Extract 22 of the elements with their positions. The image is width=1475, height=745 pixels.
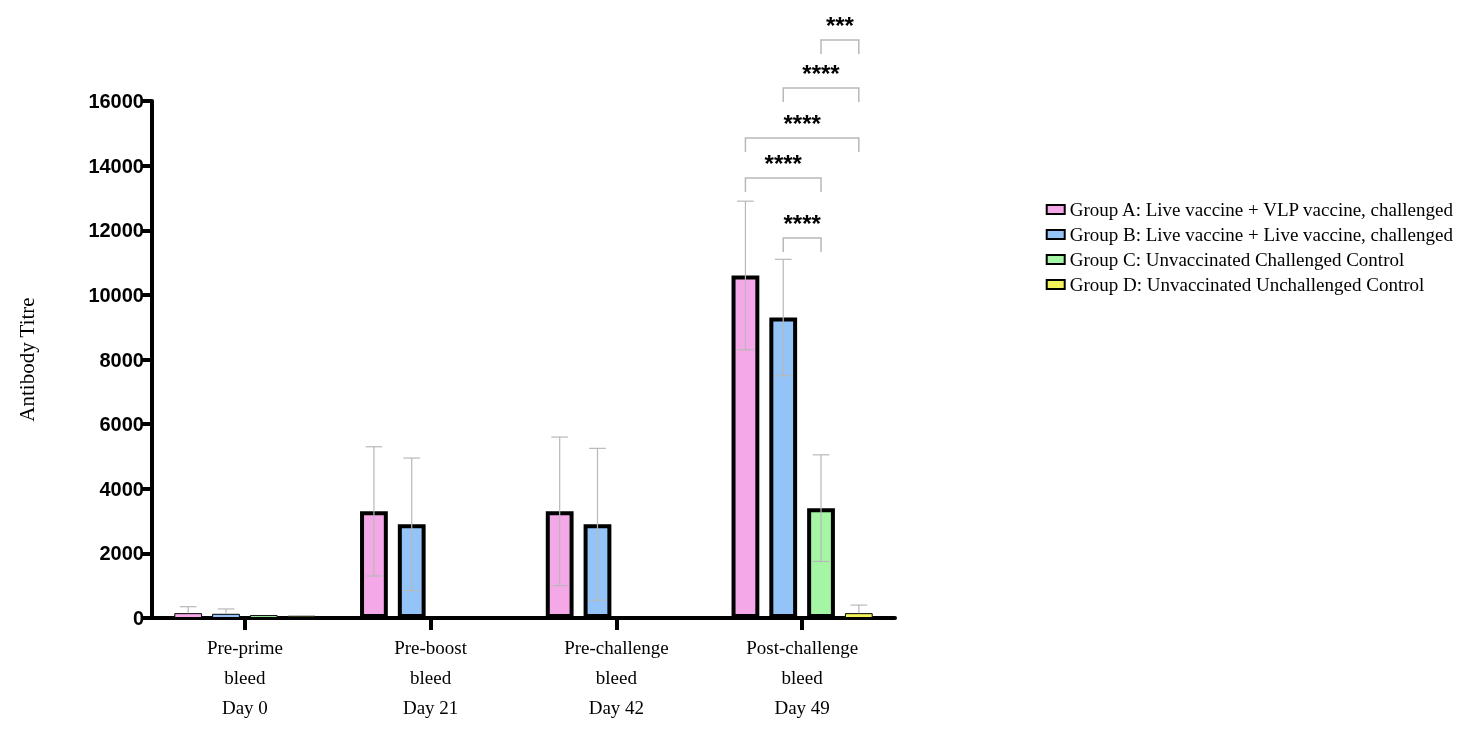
x-tick-label: Pre-challenge bleed Day 42 (564, 636, 669, 718)
y-tick-label: 4000 (99, 477, 144, 500)
y-axis-title: Antibody Titre (14, 297, 39, 422)
y-tick-label: 10000 (88, 283, 144, 306)
y-tick-label: 8000 (99, 348, 144, 371)
legend-label: Group C: Unvaccinated Challenged Control (1069, 249, 1405, 270)
y-tick-label: 2000 (99, 542, 144, 565)
x-tick-label: Post-challenge bleed Day 49 (746, 636, 859, 718)
legend-label: Group B: Live vaccine + Live vaccine, challenged (1069, 224, 1454, 245)
annotation: **** (764, 149, 803, 177)
y-tick-label: 14000 (88, 154, 144, 177)
legend-label: Group A: Live vaccine + VLP vaccine, challenged (1069, 199, 1454, 220)
x-tick-label: Pre-prime bleed Day 0 (206, 636, 283, 718)
text: **** (802, 59, 841, 87)
annotation: **** (783, 209, 822, 237)
x-tick-label: Pre-boost bleed Day 21 (394, 636, 468, 718)
y-tick-label: 16000 (88, 90, 144, 112)
y-tick-label: 12000 (88, 219, 144, 242)
legend-label: Group D: Unvaccinated Unchallenged Control (1069, 274, 1425, 295)
text: *** (825, 11, 855, 39)
y-tick-label: 6000 (99, 413, 144, 436)
annotation: **** (783, 109, 822, 137)
